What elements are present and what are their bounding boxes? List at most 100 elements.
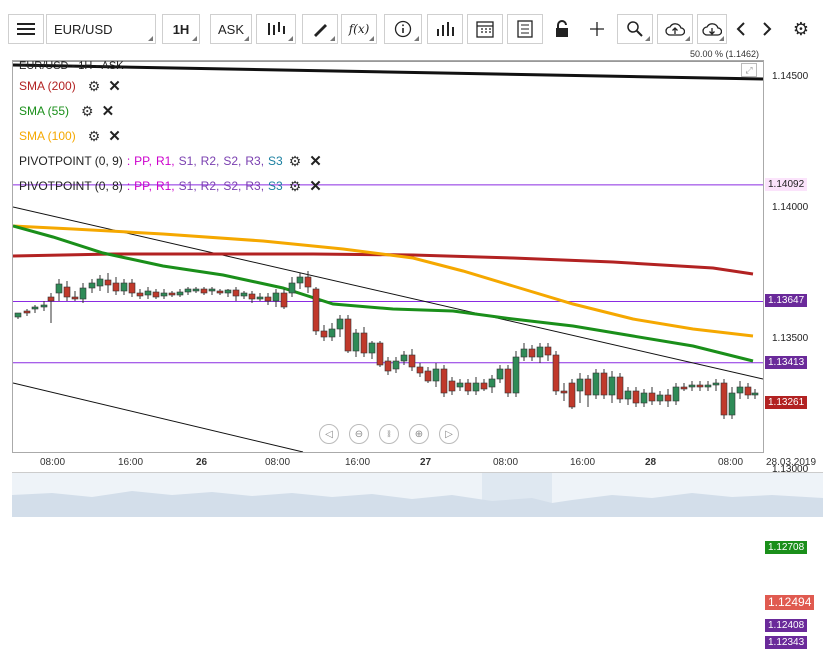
candle-body — [288, 282, 296, 294]
template-button[interactable] — [507, 14, 543, 44]
indicator-sma[interactable]: SMA (100) ⚙ ✕ — [19, 127, 121, 146]
navigator[interactable] — [12, 472, 823, 517]
close-icon[interactable]: ✕ — [309, 153, 322, 170]
candle-body — [416, 366, 424, 374]
chevron-left-icon — [736, 22, 745, 36]
candle-body — [200, 288, 208, 294]
settings-button[interactable]: ⚙ — [788, 14, 814, 44]
candle-body — [14, 312, 22, 318]
indicator-label: SMA (200) — [19, 79, 76, 93]
calendar-button[interactable] — [467, 14, 503, 44]
candle-body — [304, 276, 312, 288]
candlestick-icon — [268, 22, 285, 35]
candle-body — [432, 368, 440, 382]
candle-body — [128, 282, 136, 294]
reset-icon: ⧚ — [387, 428, 391, 440]
candle-body — [71, 296, 79, 300]
crosshair-button[interactable] — [582, 14, 612, 44]
candle-body — [616, 376, 624, 400]
interval-select[interactable]: 1H — [162, 14, 200, 44]
symbol-input[interactable]: EUR/USD — [46, 14, 156, 44]
candle-body — [728, 392, 736, 416]
candle-body — [256, 296, 264, 300]
price-tag: 1.12708 — [765, 540, 808, 554]
indicator-pivotpoint[interactable]: PIVOTPOINT (0, 8) : PP, R1, S1, R2, S2, R3, S3 ⚙… — [19, 177, 322, 196]
zoom-out-button[interactable]: ⊖ — [349, 424, 369, 444]
gear-icon[interactable]: ⚙ — [288, 177, 302, 194]
volume-button[interactable] — [427, 14, 463, 44]
calendar-icon — [476, 21, 494, 38]
info-button[interactable] — [384, 14, 422, 44]
pivot-level-label: R3, — [245, 179, 265, 193]
scroll-left-button[interactable]: ◁ — [319, 424, 339, 444]
candle-body — [184, 288, 192, 293]
candle-body — [192, 288, 200, 292]
upload-button[interactable] — [657, 14, 693, 44]
zoom-in-button[interactable]: ⊕ — [409, 424, 429, 444]
draw-tool-button[interactable] — [302, 14, 338, 44]
reset-zoom-button[interactable]: ⧚ — [379, 424, 399, 444]
candle-body — [608, 376, 616, 396]
candle-body — [736, 386, 744, 394]
candle-body — [344, 318, 352, 352]
gear-icon[interactable]: ⚙ — [87, 77, 101, 94]
indicator-sma[interactable]: SMA (200) ⚙ ✕ — [19, 77, 121, 96]
candle-body — [560, 390, 568, 394]
price-tag: 1.14092 — [765, 177, 808, 191]
indicator-sma[interactable]: SMA (55) ⚙ ✕ — [19, 102, 115, 121]
candle-body — [464, 382, 472, 392]
candle-body — [488, 378, 496, 388]
gear-icon: ⚙ — [792, 18, 810, 39]
forward-button[interactable] — [756, 14, 778, 44]
candle-body — [352, 332, 360, 352]
gear-icon[interactable]: ⚙ — [87, 127, 101, 144]
close-icon[interactable]: ✕ — [309, 178, 322, 195]
pivot-separator: : — [126, 154, 131, 168]
lock-icon — [556, 20, 568, 37]
indicators-button[interactable]: f(x) — [341, 14, 377, 44]
document-icon — [517, 20, 533, 38]
time-label: 16:00 — [345, 457, 371, 468]
chart-type-button[interactable] — [256, 14, 296, 44]
time-label: 08:00 — [493, 457, 519, 468]
pivot-level-label: S3 — [268, 154, 283, 168]
candle-body — [400, 354, 408, 362]
zoom-out-icon: ⊖ — [354, 428, 364, 440]
menu-button[interactable] — [8, 14, 44, 44]
arrow-left-icon: ◁ — [325, 428, 333, 440]
pivot-level-label: R2, — [200, 154, 220, 168]
close-icon[interactable]: ✕ — [108, 128, 121, 145]
candle-body — [568, 382, 576, 408]
magnifier-icon — [627, 21, 643, 37]
candle-body — [448, 380, 456, 392]
candle-body — [496, 368, 504, 380]
time-label: 08:00 — [40, 457, 66, 468]
candle-body — [264, 296, 272, 302]
candle-body — [672, 386, 680, 402]
lock-button[interactable] — [547, 14, 577, 44]
close-icon[interactable]: ✕ — [108, 78, 121, 95]
pivot-level-label: S2, — [223, 154, 242, 168]
pivot-level-label: S2, — [223, 179, 242, 193]
candle-body — [696, 384, 704, 388]
back-button[interactable] — [730, 14, 752, 44]
trend-line — [13, 382, 304, 452]
indicator-pivotpoint[interactable]: PIVOTPOINT (0, 9) : PP, R1, S1, R2, S2, R3, S3 ⚙… — [19, 152, 322, 171]
candle-body — [104, 279, 112, 286]
price-tag: 1.13647 — [765, 294, 808, 308]
time-label: 28 — [645, 457, 657, 468]
zoom-button[interactable] — [617, 14, 653, 44]
bar-chart-icon — [437, 22, 454, 36]
candle-body — [744, 386, 752, 396]
download-button[interactable] — [697, 14, 727, 44]
expand-icon[interactable]: ⤢ — [741, 63, 757, 77]
candle-body — [472, 382, 480, 392]
price-side-select[interactable]: ASK — [210, 14, 252, 44]
chart-area[interactable]: EUR/USD - 1H - ASK 50.00 % (1.1462) ⤢ SM… — [12, 49, 764, 453]
scroll-right-button[interactable]: ▷ — [439, 424, 459, 444]
gear-icon[interactable]: ⚙ — [81, 102, 94, 119]
close-icon[interactable]: ✕ — [101, 103, 115, 120]
candle-body — [440, 368, 448, 394]
price-chart[interactable] — [13, 61, 763, 452]
gear-icon[interactable]: ⚙ — [288, 152, 302, 169]
